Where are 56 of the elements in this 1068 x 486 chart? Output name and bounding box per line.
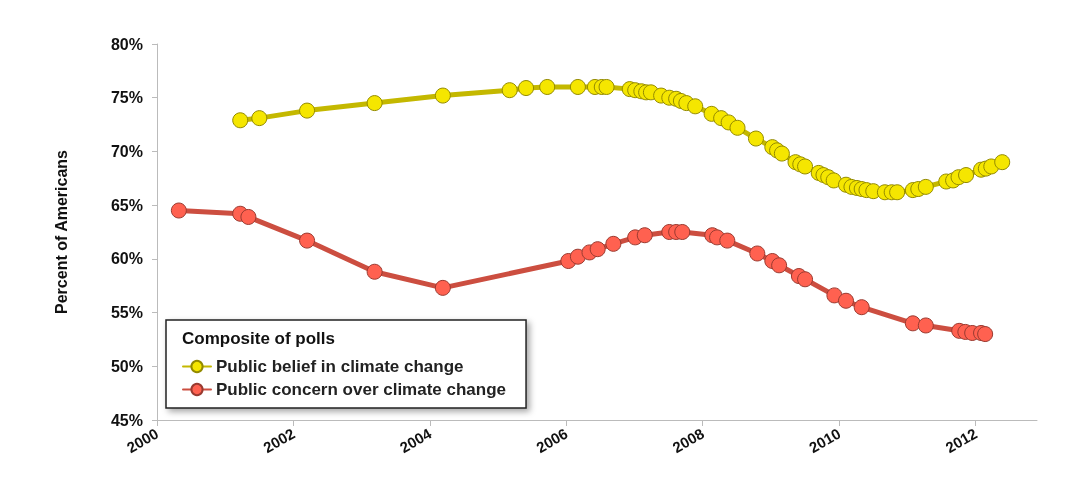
point [994,154,1011,171]
legend-label: Public concern over climate change [216,380,507,399]
x-tick-label: 2006 [533,424,571,457]
point [747,130,764,147]
point [729,119,746,136]
point [501,82,518,99]
point [299,232,316,249]
point [366,95,383,112]
point [299,102,316,119]
point [366,263,383,280]
point [589,241,606,258]
y-tick-label: 60% [110,250,143,268]
legend-title: Composite of polls [182,329,335,348]
y-tick-label: 80% [110,35,143,53]
x-tick-label: 2012 [942,424,980,457]
point [598,78,615,95]
point [773,145,790,162]
point [539,78,556,95]
point [904,315,921,332]
y-tick-label: 45% [110,411,143,429]
point [434,279,451,296]
point [719,232,736,249]
point [797,158,814,175]
point [569,78,586,95]
point [605,235,622,252]
point [434,87,451,104]
point [917,317,934,334]
x-tick-label: 2004 [396,424,435,457]
point [917,178,934,195]
point [838,292,854,309]
point [889,184,906,201]
point [977,326,994,343]
y-tick-label: 70% [110,142,143,160]
x-tick-label: 2008 [669,424,707,457]
point [674,224,691,240]
legend-label: Public belief in climate change [216,357,464,376]
y-tick-label: 75% [110,89,143,107]
point [170,202,187,219]
point [749,245,766,262]
y-axis-title: Percent of Americans [52,149,70,314]
point [853,299,870,316]
point [958,167,975,184]
x-tick-label: 2010 [806,424,844,457]
point [687,98,704,115]
point [240,208,257,225]
point [797,271,814,288]
x-tick-label: 2002 [260,424,298,457]
y-tick-label: 55% [110,304,143,322]
y-tick-label: 65% [110,196,143,214]
point [232,112,249,129]
y-tick-label: 50% [110,357,143,375]
point [251,110,268,127]
point [636,227,653,244]
point [771,257,788,274]
point [518,80,535,97]
point [825,172,842,189]
